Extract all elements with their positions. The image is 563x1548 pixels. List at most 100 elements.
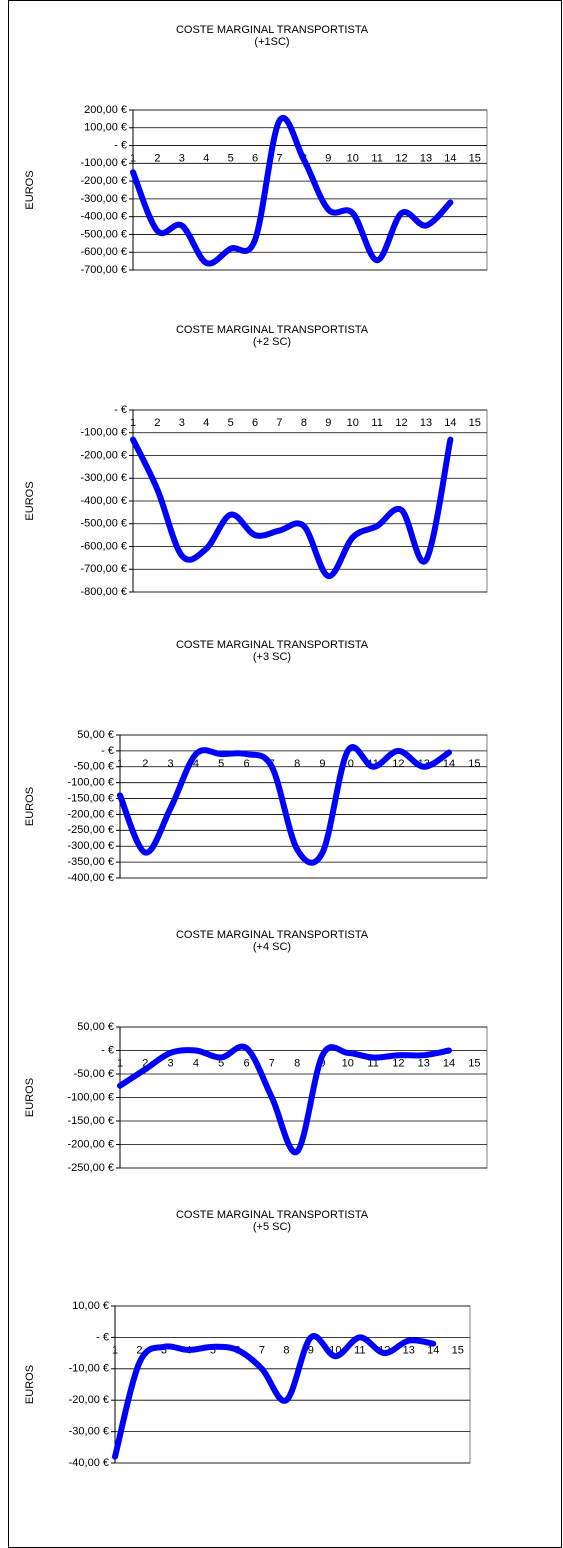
x-tick-label: 7 — [259, 1344, 265, 1356]
data-line — [117, 744, 453, 866]
x-tick-label: 8 — [283, 1344, 289, 1356]
data-line — [130, 115, 454, 267]
y-tick-label: -200,00 € — [81, 175, 127, 187]
y-tick-label: -50,00 € — [74, 1068, 114, 1080]
x-tick-label: 9 — [319, 758, 325, 770]
y-tick-label: -100,00 € — [81, 157, 127, 169]
x-tick-label: 6 — [252, 417, 258, 429]
y-axis-label: EUROS — [24, 1365, 36, 1404]
x-tick-label: 4 — [203, 417, 209, 429]
y-tick-label: -800,00 € — [81, 586, 127, 598]
chart-title: COSTE MARGINAL TRANSPORTISTA — [176, 24, 369, 36]
x-tick-label: 5 — [218, 1057, 224, 1069]
y-tick-label: -250,00 € — [68, 1162, 114, 1174]
y-tick-label: -350,00 € — [68, 856, 114, 868]
y-tick-label: 50,00 € — [77, 1021, 114, 1033]
plot-area — [132, 109, 488, 271]
chart-title: COSTE MARGINAL TRANSPORTISTA — [176, 1209, 369, 1221]
x-tick-label: 15 — [468, 758, 480, 770]
x-tick-label: 10 — [342, 1057, 354, 1069]
y-axis-label: EUROS — [24, 170, 36, 209]
y-tick-label: -300,00 € — [81, 193, 127, 205]
chart-subtitle: (+3 SC) — [253, 651, 291, 663]
y-tick-label: 10,00 € — [72, 1300, 109, 1312]
x-tick-label: 12 — [392, 758, 404, 770]
y-tick-label: - € — [101, 745, 114, 757]
y-tick-label: -200,00 € — [68, 808, 114, 820]
x-tick-label: 9 — [308, 1344, 314, 1356]
x-tick-label: 12 — [395, 152, 407, 164]
chart-title: COSTE MARGINAL TRANSPORTISTA — [176, 324, 369, 336]
y-tick-label: -100,00 € — [68, 777, 114, 789]
y-tick-label: -300,00 € — [81, 472, 127, 484]
y-tick-label: -10,00 € — [69, 1363, 109, 1375]
y-tick-label: 200,00 € — [84, 104, 127, 116]
x-tick-label: 15 — [468, 1057, 480, 1069]
data-line — [130, 436, 454, 580]
x-tick-label: 9 — [325, 417, 331, 429]
x-tick-label: 14 — [444, 417, 456, 429]
x-tick-label: 2 — [154, 152, 160, 164]
x-tick-label: 4 — [193, 1057, 199, 1069]
x-tick-label: 1 — [117, 1057, 123, 1069]
y-tick-label: -400,00 € — [68, 872, 114, 884]
y-tick-label: -500,00 € — [81, 518, 127, 530]
x-tick-label: 8 — [294, 1057, 300, 1069]
x-tick-label: 14 — [443, 1057, 455, 1069]
x-tick-label: 3 — [179, 152, 185, 164]
x-tick-label: 2 — [136, 1344, 142, 1356]
x-tick-label: 15 — [469, 417, 481, 429]
x-tick-label: 2 — [154, 417, 160, 429]
x-tick-label: 5 — [228, 152, 234, 164]
x-tick-label: 6 — [243, 1057, 249, 1069]
x-tick-label: 7 — [276, 417, 282, 429]
x-tick-label: 7 — [276, 152, 282, 164]
x-tick-label: 12 — [395, 417, 407, 429]
y-tick-label: -700,00 € — [81, 563, 127, 575]
x-tick-label: 9 — [325, 152, 331, 164]
data-line — [112, 1333, 437, 1460]
x-tick-label: 11 — [371, 152, 382, 164]
x-tick-label: 13 — [420, 152, 432, 164]
y-tick-label: -20,00 € — [69, 1394, 109, 1406]
x-tick-label: 6 — [252, 152, 258, 164]
x-tick-label: 5 — [218, 758, 224, 770]
y-tick-label: - € — [114, 404, 127, 416]
y-tick-label: -30,00 € — [69, 1426, 109, 1438]
y-axis-label: EUROS — [24, 481, 36, 520]
x-tick-label: 2 — [142, 758, 148, 770]
x-tick-label: 3 — [168, 758, 174, 770]
y-tick-label: -400,00 € — [81, 211, 127, 223]
x-tick-label: 12 — [392, 1057, 404, 1069]
y-tick-label: -600,00 € — [81, 246, 127, 258]
x-tick-label: 1 — [117, 758, 123, 770]
y-tick-label: -40,00 € — [69, 1457, 109, 1469]
y-tick-label: 50,00 € — [77, 729, 114, 741]
x-tick-label: 15 — [469, 152, 481, 164]
x-tick-label: 11 — [367, 1057, 378, 1069]
x-tick-label: 3 — [168, 1057, 174, 1069]
x-tick-label: 1 — [112, 1344, 118, 1356]
y-tick-label: -200,00 € — [68, 1138, 114, 1150]
chart-subtitle: (+1SC) — [254, 36, 289, 48]
x-tick-label: 3 — [161, 1344, 167, 1356]
x-tick-label: 4 — [203, 152, 209, 164]
x-tick-label: 13 — [403, 1344, 415, 1356]
x-tick-label: 14 — [443, 758, 455, 770]
y-tick-label: -400,00 € — [81, 495, 127, 507]
chart-title: COSTE MARGINAL TRANSPORTISTA — [176, 929, 369, 941]
y-tick-label: -600,00 € — [81, 540, 127, 552]
y-tick-label: - € — [114, 139, 127, 151]
x-tick-label: 5 — [210, 1344, 216, 1356]
x-tick-label: 10 — [347, 152, 359, 164]
y-tick-label: -300,00 € — [68, 840, 114, 852]
chart-title: COSTE MARGINAL TRANSPORTISTA — [176, 639, 369, 651]
y-tick-label: -150,00 € — [68, 1115, 114, 1127]
x-tick-label: 14 — [427, 1344, 439, 1356]
y-tick-label: -150,00 € — [68, 792, 114, 804]
y-tick-label: -50,00 € — [74, 761, 114, 773]
x-tick-label: 13 — [420, 417, 432, 429]
y-tick-label: 100,00 € — [84, 122, 127, 134]
x-tick-label: 14 — [444, 152, 456, 164]
x-tick-label: 1 — [130, 152, 136, 164]
